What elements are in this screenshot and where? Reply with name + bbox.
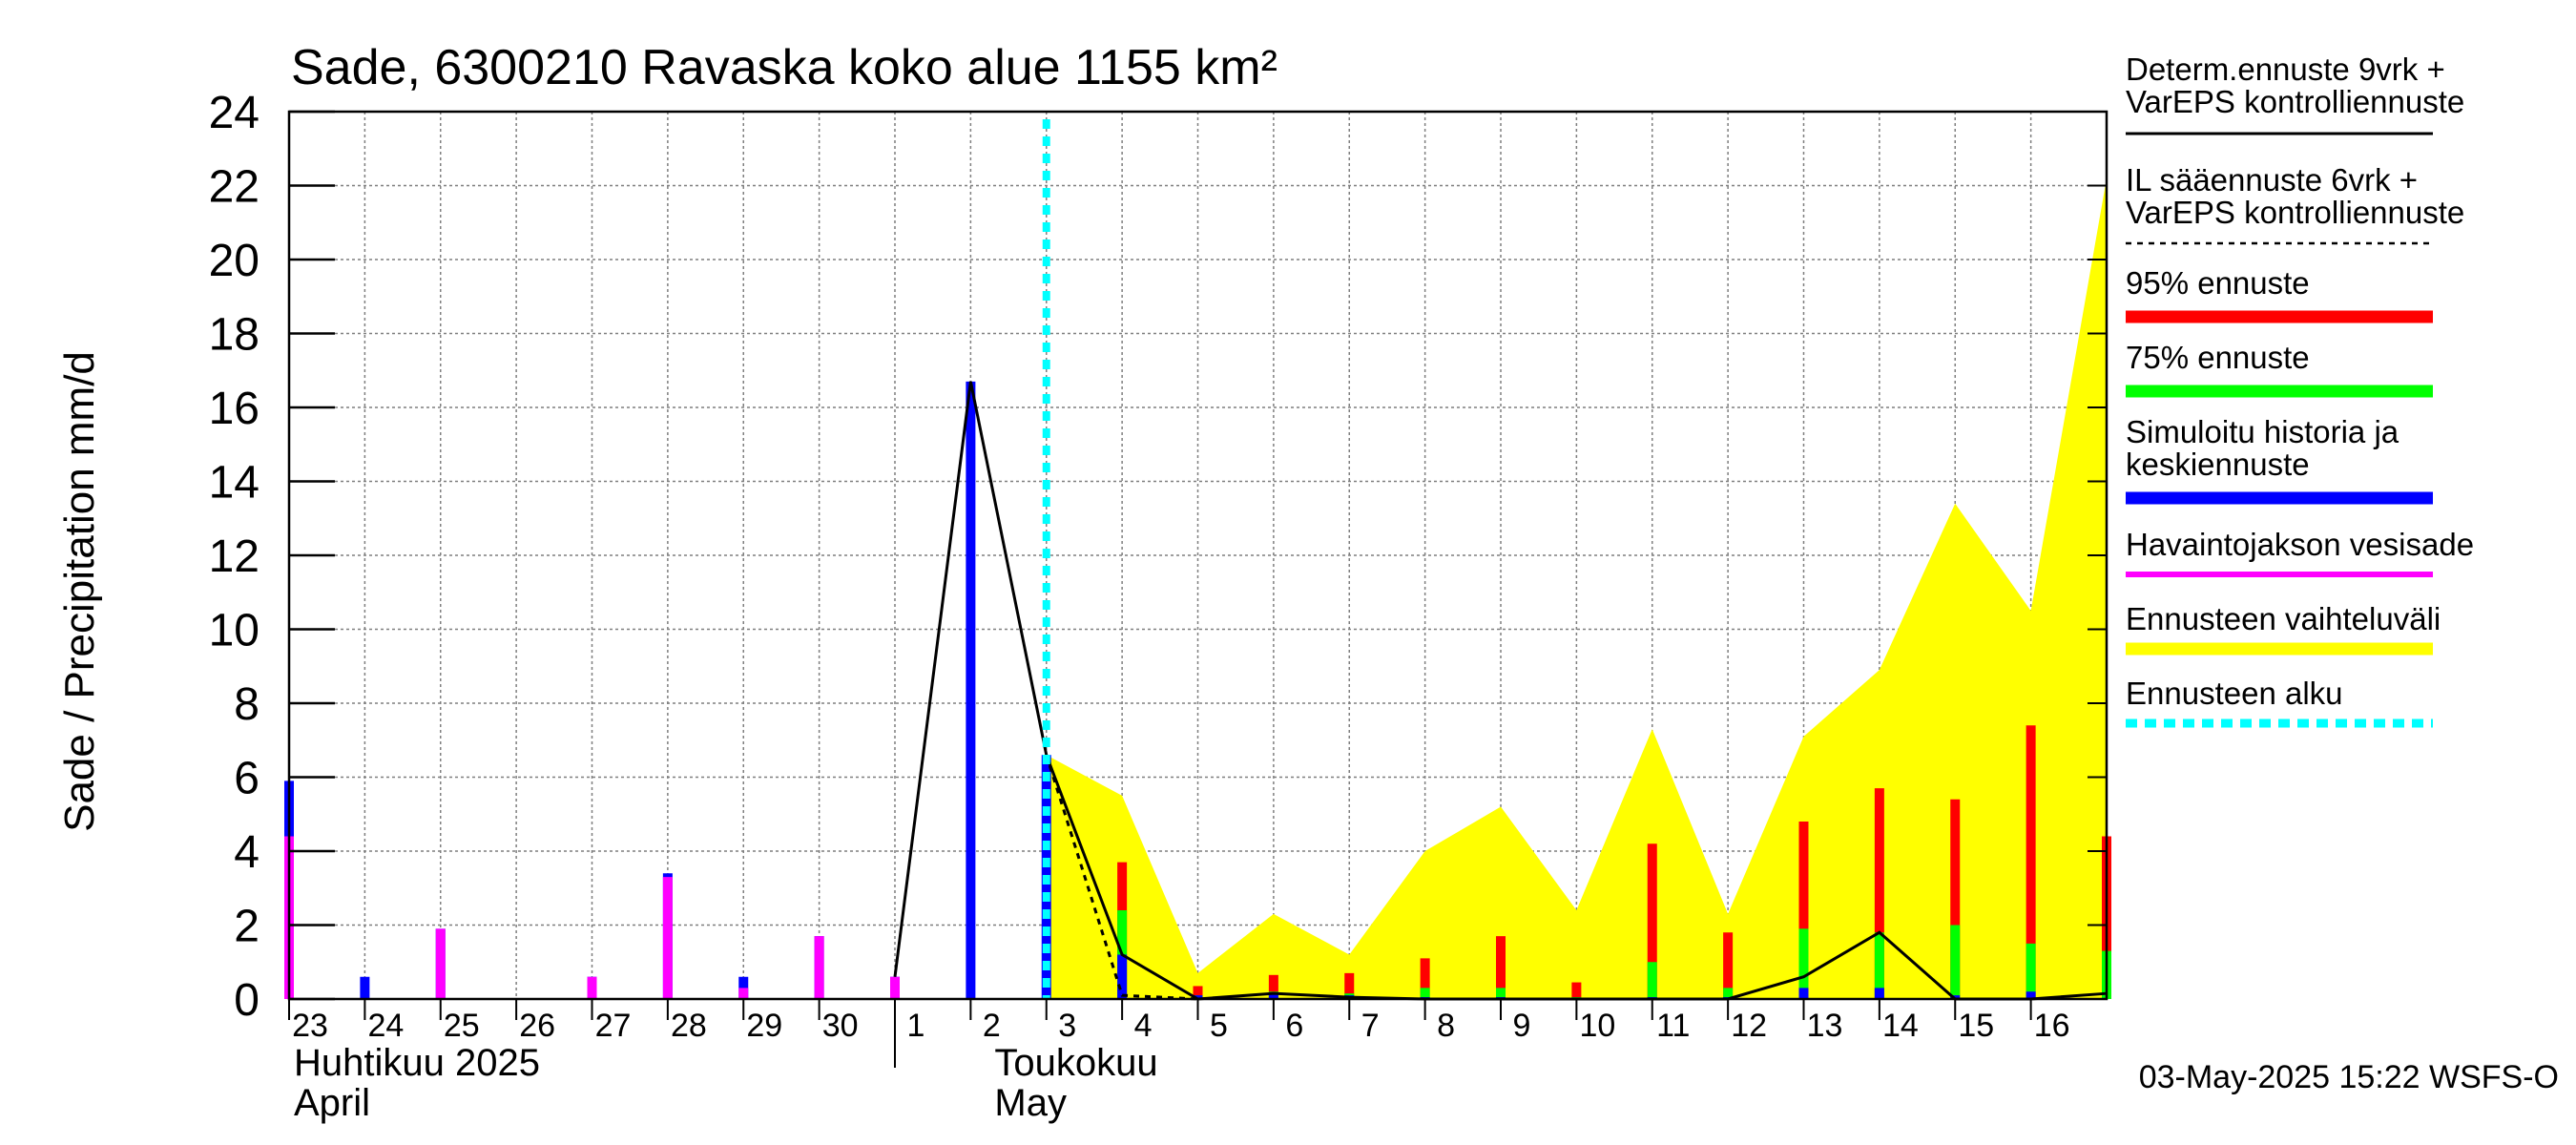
legend-label: 95% ennuste bbox=[2126, 265, 2310, 301]
legend-label: 75% ennuste bbox=[2126, 340, 2310, 375]
month-label-en: May bbox=[994, 1082, 1067, 1124]
x-tick-label: 8 bbox=[1437, 1008, 1455, 1044]
legend-label: Ennusteen vaihteluväli bbox=[2126, 601, 2441, 636]
bar-simulated bbox=[2025, 991, 2036, 999]
bar-75pct bbox=[1798, 928, 1809, 999]
x-tick-label: 4 bbox=[1134, 1008, 1153, 1044]
bar-95pct bbox=[1950, 799, 1961, 999]
x-tick-label: 11 bbox=[1656, 1008, 1690, 1044]
x-tick-label: 23 bbox=[292, 1008, 328, 1044]
bar-simulated bbox=[1874, 988, 1884, 999]
bar-95pct bbox=[1193, 986, 1203, 999]
bar-95pct bbox=[1798, 822, 1809, 999]
y-tick-label: 6 bbox=[234, 754, 260, 804]
bar-95pct bbox=[1571, 982, 1582, 999]
x-tick-label: 27 bbox=[595, 1008, 632, 1044]
y-tick-label: 12 bbox=[209, 531, 260, 582]
bar-observed bbox=[662, 877, 673, 999]
x-tick-label: 9 bbox=[1513, 1008, 1531, 1044]
x-tick-label: 14 bbox=[1882, 1008, 1919, 1044]
month-label-en: April bbox=[294, 1082, 370, 1124]
legend-label: Ennusteen alku bbox=[2126, 676, 2343, 711]
x-tick-label: 13 bbox=[1807, 1008, 1843, 1044]
bar-75pct bbox=[1647, 962, 1657, 999]
bar-95pct bbox=[2025, 725, 2036, 999]
x-tick-label: 7 bbox=[1361, 1008, 1380, 1044]
x-tick-label: 24 bbox=[367, 1008, 404, 1044]
bar-75pct bbox=[1950, 925, 1961, 999]
forecast-range-area bbox=[1046, 177, 2107, 999]
bar-95pct bbox=[1647, 843, 1657, 999]
x-tick-label: 6 bbox=[1285, 1008, 1303, 1044]
x-tick-label: 12 bbox=[1731, 1008, 1767, 1044]
il-forecast-line bbox=[1045, 754, 1198, 1001]
bar-75pct bbox=[1496, 988, 1506, 999]
legend-label: VarEPS kontrolliennuste bbox=[2126, 84, 2464, 119]
bar-95pct bbox=[1723, 932, 1734, 999]
x-tick-label: 2 bbox=[983, 1008, 1001, 1044]
bar-observed bbox=[890, 976, 900, 999]
x-tick-label: 10 bbox=[1579, 1008, 1615, 1044]
y-tick-label: 14 bbox=[209, 458, 260, 509]
y-tick-label: 22 bbox=[209, 162, 260, 213]
legend-label: keskiennuste bbox=[2126, 447, 2310, 482]
x-tick-label: 5 bbox=[1210, 1008, 1228, 1044]
y-tick-label: 4 bbox=[234, 827, 260, 878]
bar-observed bbox=[587, 976, 597, 999]
y-tick-label: 0 bbox=[234, 975, 260, 1026]
bar-95pct bbox=[1268, 974, 1278, 999]
bar-simulated bbox=[1268, 993, 1278, 999]
legend-label: Havaintojakson vesisade bbox=[2126, 527, 2474, 562]
bar-95pct bbox=[1874, 788, 1884, 999]
bar-95pct bbox=[1344, 972, 1355, 999]
bar-75pct bbox=[2025, 943, 2036, 999]
y-tick-label: 20 bbox=[209, 236, 260, 286]
bar-75pct bbox=[1874, 932, 1884, 999]
bar-95pct bbox=[1496, 936, 1506, 999]
bar-simulated bbox=[360, 976, 370, 999]
legend-label: Determ.ennuste 9vrk + bbox=[2126, 52, 2445, 87]
bar-observed bbox=[738, 988, 749, 999]
month-label: Toukokuu bbox=[994, 1042, 1157, 1084]
bar-observed bbox=[435, 928, 446, 999]
y-tick-label: 24 bbox=[209, 88, 260, 138]
month-label: Huhtikuu 2025 bbox=[294, 1042, 540, 1084]
bar-simulated bbox=[1117, 954, 1128, 999]
legend: Determ.ennuste 9vrk +VarEPS kontrollienn… bbox=[2126, 52, 2474, 728]
chart-title: Sade, 6300210 Ravaska koko alue 1155 km² bbox=[291, 40, 1278, 95]
bar-simulated bbox=[1193, 995, 1203, 999]
y-tick-label: 16 bbox=[209, 384, 260, 434]
x-tick-label: 28 bbox=[671, 1008, 707, 1044]
x-tick-label: 30 bbox=[822, 1008, 859, 1044]
y-tick-label: 2 bbox=[234, 902, 260, 952]
bar-75pct bbox=[1723, 988, 1734, 999]
x-tick-label: 3 bbox=[1058, 1008, 1076, 1044]
legend-label: IL sääennuste 6vrk + bbox=[2126, 162, 2418, 198]
y-tick-label: 18 bbox=[209, 310, 260, 361]
x-tick-label: 26 bbox=[519, 1008, 555, 1044]
x-tick-label: 16 bbox=[2034, 1008, 2070, 1044]
y-tick-label: 8 bbox=[234, 679, 260, 730]
bar-simulated bbox=[1798, 988, 1809, 999]
y-axis-label: Sade / Precipitation mm/d bbox=[56, 351, 103, 832]
x-tick-label: 29 bbox=[746, 1008, 782, 1044]
bar-75pct bbox=[1420, 988, 1430, 999]
bar-95pct bbox=[1420, 958, 1430, 999]
x-tick-label: 25 bbox=[444, 1008, 480, 1044]
legend-label: VarEPS kontrolliennuste bbox=[2126, 195, 2464, 230]
legend-label: Simuloitu historia ja bbox=[2126, 414, 2399, 449]
bar-observed bbox=[814, 936, 824, 999]
timestamp: 03-May-2025 15:22 WSFS-O bbox=[2139, 1059, 2559, 1095]
bar-simulated bbox=[966, 381, 976, 999]
y-tick-label: 10 bbox=[209, 606, 260, 656]
x-tick-label: 1 bbox=[907, 1008, 925, 1044]
x-tick-label: 15 bbox=[1958, 1008, 1994, 1044]
